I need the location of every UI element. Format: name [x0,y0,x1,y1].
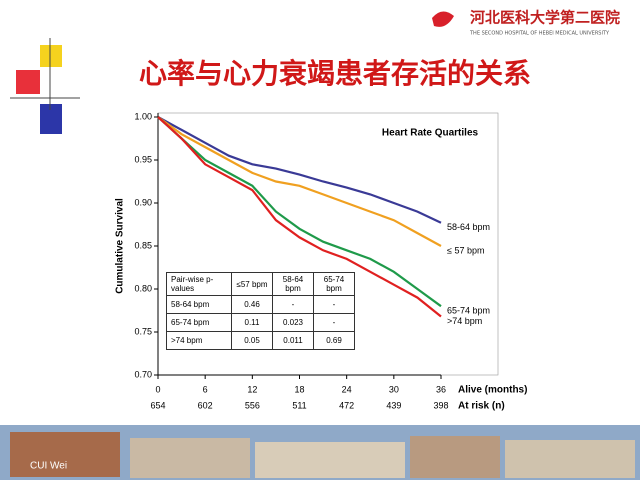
table-row: 65-74 bpm 0.11 0.023- [166,313,355,332]
y-tick-label: 1.00 [134,111,152,121]
building [255,442,405,478]
at-risk-count: 439 [386,400,401,410]
table-row: >74 bpm 0.05 0.011 0.69 [166,331,355,350]
survival-curve [157,116,442,224]
deco-square [40,104,62,134]
survival-curve [157,116,442,247]
p-value-table: Pair-wise p-values ≤57 bpm 58-64 bpm 65-74 … [166,272,355,350]
y-axis-label: Cumulative Survival [115,198,126,294]
table-cell: Pair-wise p-values [166,272,232,296]
slide-title: 心率与心力衰竭患者存活的关系 [139,57,531,90]
x-tick-label: 36 [436,384,446,394]
x-tick-label: 0 [155,384,160,394]
series-label: ≤ 57 bpm [447,245,484,255]
y-tick-label: 0.95 [134,154,152,164]
table-cell: 58-64 bpm [166,295,232,314]
table-cell: ≤57 bpm [231,272,273,296]
building [10,432,120,477]
building [410,436,500,478]
at-risk-count: 511 [292,400,306,410]
deco-square [40,45,62,67]
table-cell: 0.11 [231,313,273,332]
series-label: >74 bpm [447,316,482,326]
series-label: 65-74 bpm [447,306,490,316]
survival-curve [157,116,442,308]
at-risk-count: 602 [198,400,213,410]
table-row: Pair-wise p-values ≤57 bpm 58-64 bpm 65-74 … [166,272,355,296]
y-tick-label: 0.75 [134,326,152,336]
legend-title: Heart Rate Quartiles [382,128,479,139]
chart-panel [105,105,505,417]
table-cell: 0.011 [272,331,314,350]
table-cell: 65-74 bpm [166,313,232,332]
table-cell: >74 bpm [166,331,232,350]
at-risk-count: 654 [150,400,165,410]
footer-author: CUI Wei [30,461,67,472]
table-cell: 58-64 bpm [272,272,314,296]
logo-mark [432,11,454,27]
at-risk-count: 472 [339,400,354,410]
at-risk-count: 398 [433,400,448,410]
at-risk-count: 556 [245,400,260,410]
logo-text: 河北医科大学第二医院 [470,9,620,27]
table-cell: 0.023 [272,313,314,332]
x-tick-label: 18 [294,384,304,394]
x-tick-label: 24 [342,384,352,394]
table-cell: 0.46 [231,295,273,314]
table-cell: - [313,313,355,332]
table-cell: 0.69 [313,331,355,350]
building [130,438,250,478]
x-axis-label: Alive (months) [458,385,527,396]
y-tick-label: 0.90 [134,197,152,207]
survival-curve [157,116,442,318]
table-row: 58-64 bpm 0.46- - [166,295,355,314]
table-cell: 65-74 bpm [313,272,355,296]
building [505,440,635,478]
y-tick-label: 0.70 [134,369,152,379]
table-cell: 0.05 [231,331,273,350]
table-cell: - [313,295,355,314]
at-risk-label: At risk (n) [458,401,505,412]
series-label: 58-64 bpm [447,222,490,232]
logo-subtitle: THE SECOND HOSPITAL OF HEBEI MEDICAL UNI… [469,31,610,37]
y-tick-label: 0.80 [134,283,152,293]
y-tick-label: 0.85 [134,240,152,250]
table-cell: - [272,295,314,314]
x-tick-label: 12 [247,384,257,394]
deco-square [16,70,40,94]
x-tick-label: 6 [203,384,208,394]
x-tick-label: 30 [389,384,399,394]
